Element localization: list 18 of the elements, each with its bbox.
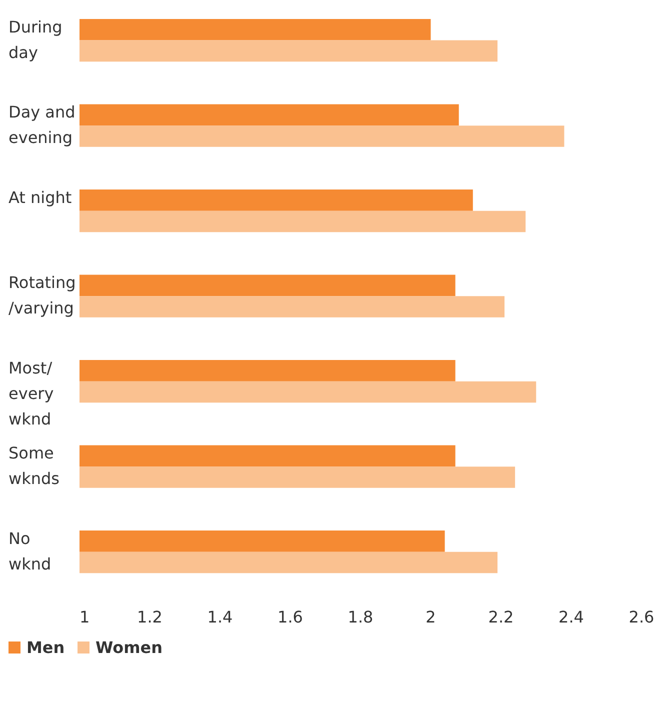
legend-label: Women (96, 638, 162, 657)
legend-label: Men (26, 638, 65, 657)
x-tick-label: 1 (80, 608, 90, 626)
y-tick-label: Most/ every wknd (8, 358, 54, 429)
y-tick-label: At night (8, 188, 72, 207)
y-tick-label: Rotating /varying (8, 273, 76, 318)
y-tick-label: Some wknds (8, 444, 60, 488)
y-tick-label: Day and evening (8, 102, 76, 148)
x-tick-label: 2 (426, 608, 436, 626)
x-tick-label: 1.8 (348, 608, 374, 626)
x-tick-label: 1.2 (137, 608, 162, 626)
x-tick-label: 2.4 (558, 608, 584, 626)
x-tick-label: 2.6 (628, 608, 654, 626)
x-tick-label: 1.6 (278, 608, 303, 626)
x-tick-label: 1.4 (207, 608, 233, 626)
y-tick-label: During day (8, 17, 62, 62)
x-tick-label: 2.2 (488, 608, 514, 626)
y-tick-label: No wknd (8, 528, 52, 574)
